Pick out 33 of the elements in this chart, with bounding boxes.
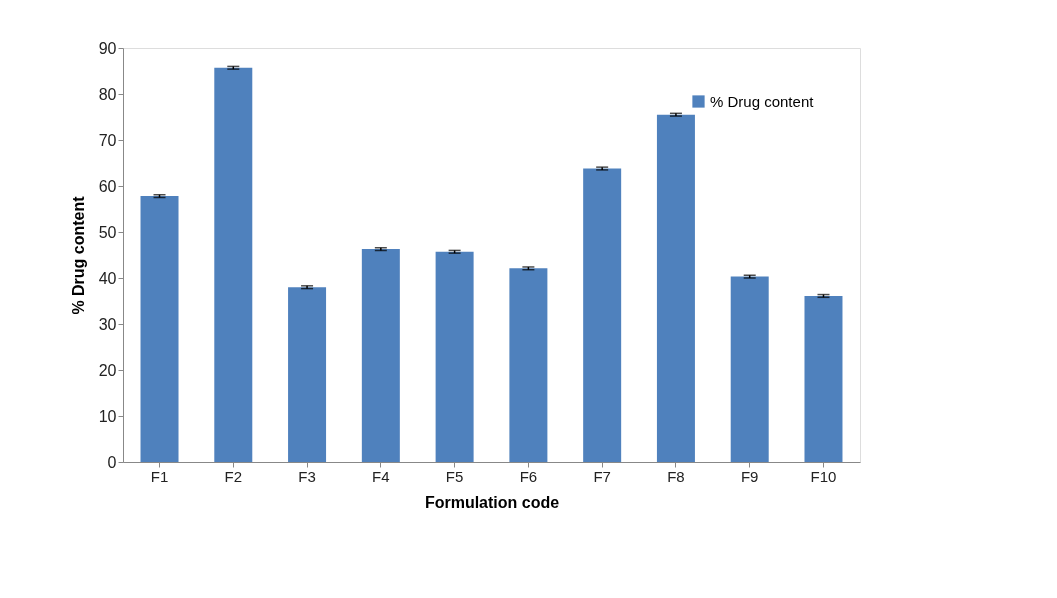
x-tick-label: F1 [150, 467, 169, 485]
x-tick-label: F5 [445, 467, 464, 485]
x-tick-label: F9 [740, 467, 759, 485]
bar [583, 168, 622, 462]
bar [435, 251, 474, 462]
legend-label: % Drug content [710, 92, 815, 110]
y-tick-label: 30 [98, 315, 117, 333]
y-tick-label: 20 [98, 361, 117, 379]
x-axis-title: Formulation code [424, 493, 560, 511]
x-tick-label: F8 [667, 467, 685, 485]
y-tick-label: 10 [98, 407, 117, 425]
x-tick-label: F4 [372, 467, 390, 485]
x-tick-label: F10 [810, 467, 837, 485]
x-tick-label: F6 [519, 467, 538, 485]
x-tick-label: F7 [593, 467, 611, 485]
y-tick-label: 50 [98, 223, 117, 241]
y-tick-label: 80 [98, 85, 117, 103]
x-tick-label: F3 [298, 467, 316, 485]
bar [656, 114, 695, 462]
bar [288, 287, 327, 462]
bar [804, 295, 843, 462]
y-tick-label: 90 [98, 39, 117, 57]
bar [730, 276, 769, 462]
bar [361, 249, 400, 462]
x-tick-label: F2 [224, 467, 243, 485]
y-tick-label: 40 [98, 269, 117, 287]
y-tick-label: 0 [107, 453, 117, 471]
y-axis-title: % Drug content [69, 195, 87, 315]
bar [509, 268, 548, 462]
bar [140, 196, 179, 462]
y-tick-label: 60 [98, 177, 117, 195]
y-tick-label: 70 [98, 131, 117, 149]
bar [214, 67, 253, 462]
